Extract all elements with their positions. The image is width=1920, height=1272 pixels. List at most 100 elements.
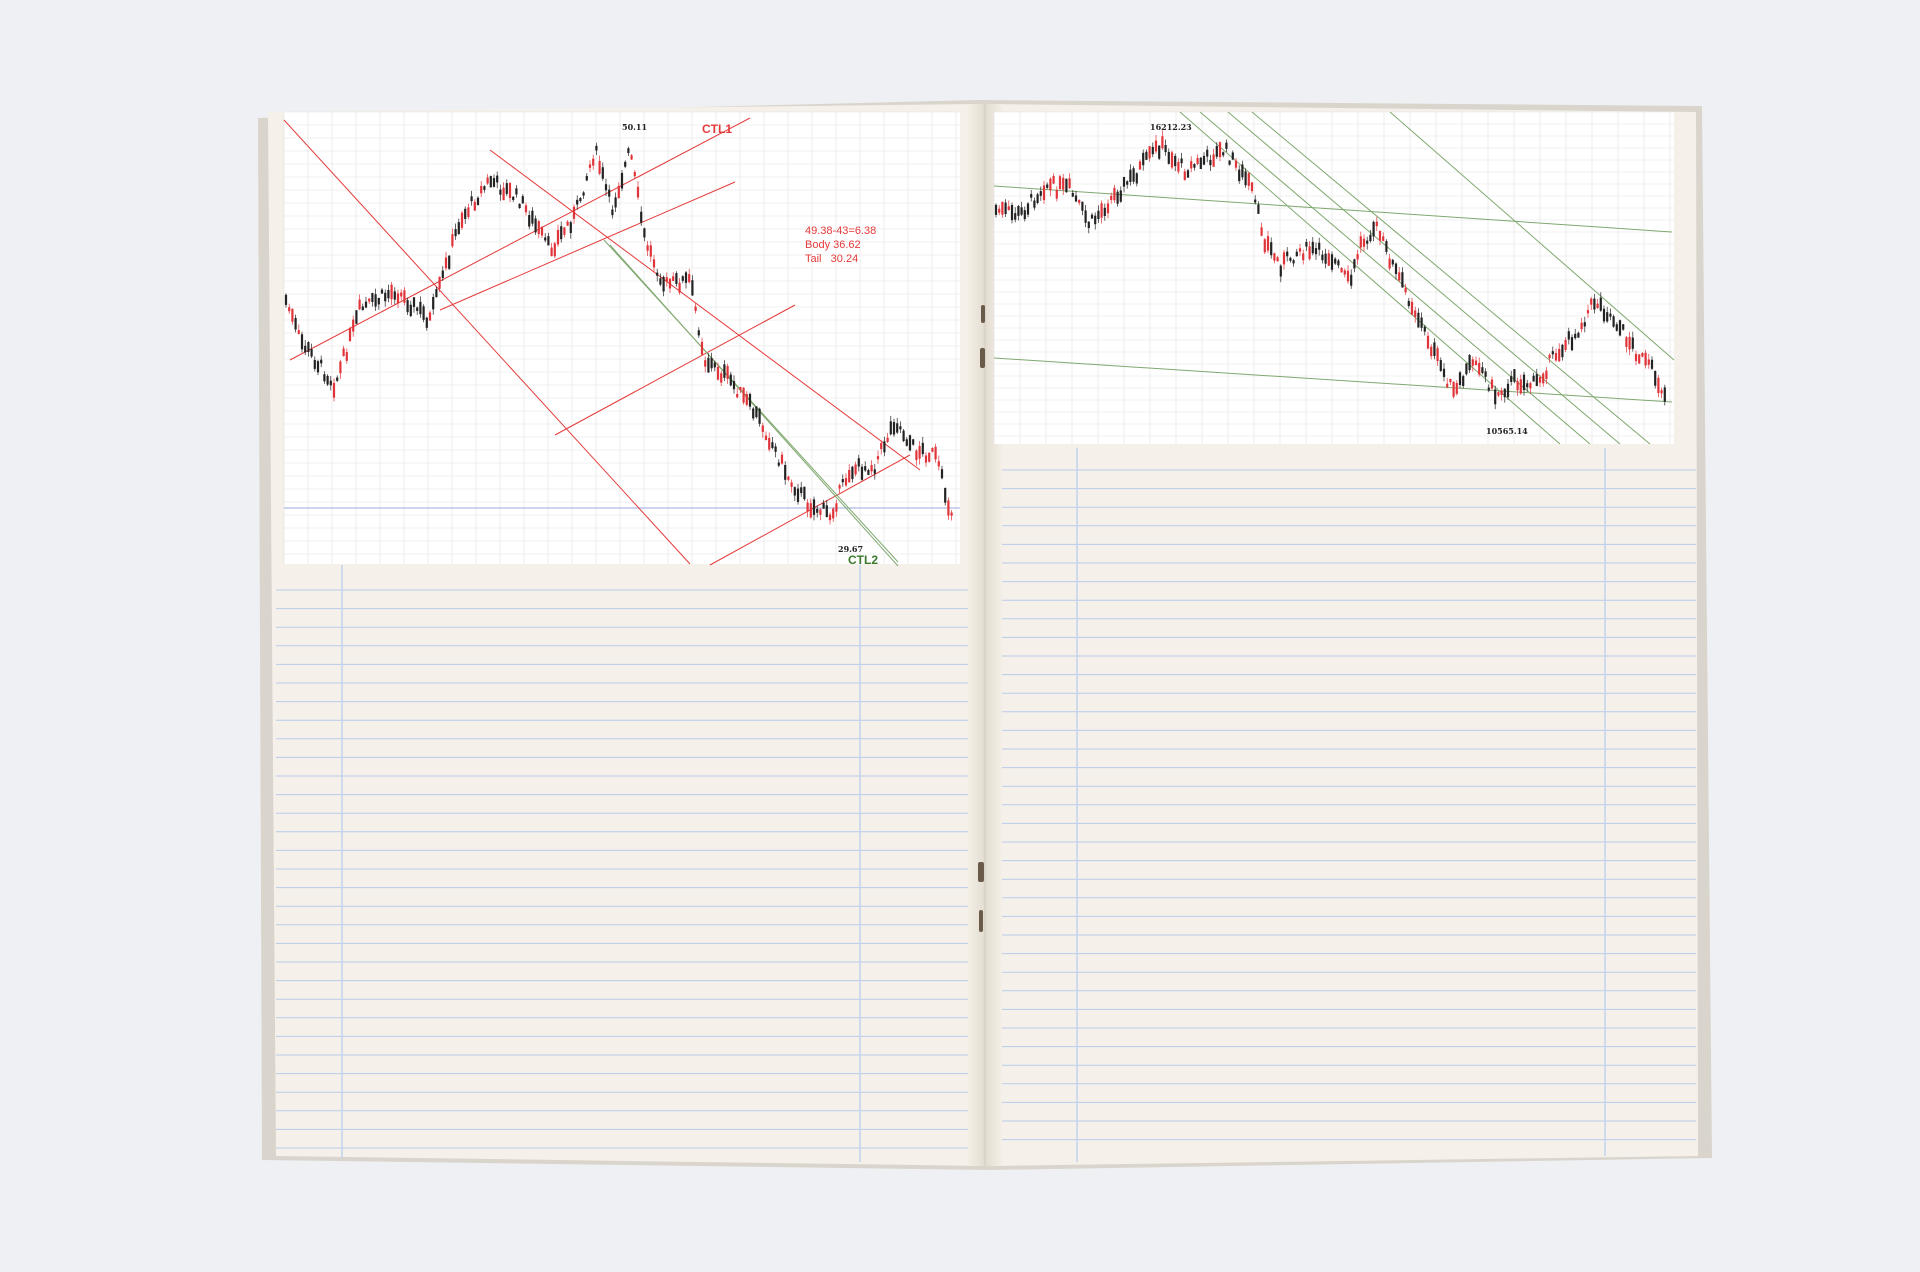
candle-body: [809, 503, 812, 518]
candle-body: [384, 292, 387, 302]
candle-body: [726, 366, 729, 379]
candle-body: [323, 374, 326, 382]
candle-body: [304, 345, 307, 353]
candle-body: [1391, 259, 1394, 265]
candle-body: [1596, 303, 1599, 309]
candle-body: [1039, 191, 1042, 196]
candle-body: [608, 189, 611, 197]
candle-body: [662, 276, 665, 292]
candle-body: [867, 470, 870, 475]
candle-body: [1612, 316, 1615, 327]
candle-body: [918, 446, 921, 459]
candle-body: [716, 366, 720, 380]
candle-body: [694, 306, 697, 311]
candle-body: [1250, 182, 1254, 192]
candle-body: [732, 381, 736, 390]
candle-body: [1362, 238, 1366, 247]
candle-body: [1439, 360, 1442, 371]
candle-body: [291, 308, 294, 322]
candle-body: [1186, 170, 1190, 178]
candle-body: [1065, 178, 1068, 193]
candle-body: [928, 452, 931, 462]
candle-body: [1058, 176, 1062, 190]
candle-body: [512, 196, 515, 200]
candle-body: [1148, 146, 1151, 159]
candle-body: [873, 469, 876, 474]
candle-body: [902, 430, 905, 442]
candle-body: [1151, 146, 1154, 155]
candle-body: [1257, 204, 1260, 214]
candle-body: [630, 155, 633, 160]
candle-body: [675, 273, 678, 284]
candle-body: [1190, 161, 1193, 169]
candle-body: [460, 212, 464, 228]
candle-body: [358, 299, 361, 310]
candle-body: [464, 208, 467, 219]
candle-body: [1241, 164, 1244, 178]
candle-body: [1052, 176, 1055, 184]
candle-body: [1654, 370, 1657, 386]
candle-body: [524, 205, 528, 213]
candle-body: [1142, 152, 1145, 166]
candle-body: [403, 290, 406, 303]
candle-body: [470, 196, 473, 202]
candle-body: [643, 228, 646, 238]
candle-body: [1529, 383, 1532, 389]
candle-body: [1343, 270, 1346, 275]
candle-body: [684, 272, 688, 283]
candle-body: [390, 284, 393, 300]
candle-body: [566, 221, 569, 226]
candle-body: [480, 185, 483, 194]
candle-body: [832, 508, 835, 519]
candle-body: [406, 300, 409, 313]
candle-body: [1545, 370, 1548, 379]
candle-body: [1132, 168, 1135, 182]
candle-body: [1113, 187, 1116, 201]
candle-body: [646, 245, 649, 251]
candle-body: [438, 276, 441, 289]
candle-body: [1580, 322, 1583, 330]
candle-body: [486, 177, 489, 184]
candle-body: [1209, 159, 1212, 166]
candle-body: [371, 292, 374, 302]
candle-body: [896, 423, 899, 433]
candle-body: [934, 446, 937, 460]
candle-body: [1026, 203, 1030, 215]
candle-body: [1369, 234, 1372, 242]
candle-body: [1561, 344, 1564, 358]
candle-body: [1455, 383, 1458, 394]
candle-body: [1279, 265, 1282, 277]
candle-body: [707, 357, 710, 373]
candle-body: [595, 145, 598, 151]
candle-body: [912, 439, 915, 445]
candle-body: [342, 348, 345, 357]
candle-body: [1542, 373, 1545, 384]
right-chart-candles: [994, 130, 1666, 410]
candle-body: [540, 226, 544, 236]
candle-body: [547, 236, 550, 246]
candle-body: [307, 342, 310, 353]
candle-body: [1449, 378, 1452, 383]
candle-body: [588, 164, 592, 168]
candle-body: [710, 357, 713, 369]
candle-body: [1071, 192, 1074, 197]
left-chart-trough-label: 29.67: [838, 544, 863, 554]
candle-body: [1510, 376, 1513, 382]
candle-body: [444, 257, 448, 269]
candle-body: [1503, 388, 1506, 398]
candle-body: [1228, 160, 1231, 165]
candle-body: [729, 374, 732, 386]
candle-body: [441, 270, 444, 278]
candle-body: [1340, 267, 1343, 273]
candle-body: [755, 406, 758, 418]
candle-body: [1055, 189, 1058, 199]
candle-body: [1103, 207, 1106, 217]
candle-body: [1196, 157, 1199, 165]
candle-body: [915, 450, 918, 461]
candle-body: [1465, 363, 1468, 375]
candle-body: [1481, 367, 1484, 374]
candle-body: [1458, 372, 1462, 385]
candle-body: [361, 306, 364, 311]
candle-body: [752, 408, 755, 419]
candle-body: [835, 503, 838, 512]
